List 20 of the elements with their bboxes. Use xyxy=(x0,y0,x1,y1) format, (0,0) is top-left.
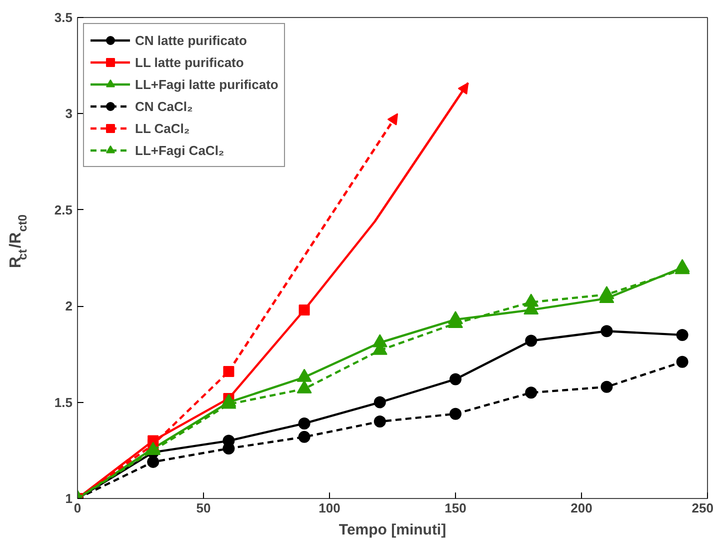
y-tick-label: 2 xyxy=(65,298,73,314)
x-tick-label: 0 xyxy=(74,500,82,516)
x-tick-label: 50 xyxy=(196,500,211,516)
legend-label: LL CaCl₂ xyxy=(135,120,190,136)
legend-label: LL+Fagi latte purificato xyxy=(135,76,278,92)
x-axis-title: Tempo [minuti] xyxy=(338,522,446,538)
x-tick-label: 250 xyxy=(692,500,713,516)
y-tick-label: 1 xyxy=(65,491,73,506)
legend-label: LL+Fagi CaCl₂ xyxy=(135,142,224,158)
y-tick-label: 1.5 xyxy=(54,394,73,410)
legend-label: CN CaCl₂ xyxy=(135,98,193,114)
x-tick-label: 200 xyxy=(570,500,592,516)
legend-label: LL latte purificato xyxy=(135,54,244,70)
y-tick-label: 3 xyxy=(65,106,73,122)
x-tick-label: 100 xyxy=(318,500,340,516)
x-tick-label: 150 xyxy=(444,500,466,516)
y-tick-label: 3.5 xyxy=(54,10,73,25)
y-axis-title: Rct/Rct0 xyxy=(8,214,30,268)
y-tick-label: 2.5 xyxy=(54,202,73,218)
legend-label: CN latte purificato xyxy=(135,32,247,48)
